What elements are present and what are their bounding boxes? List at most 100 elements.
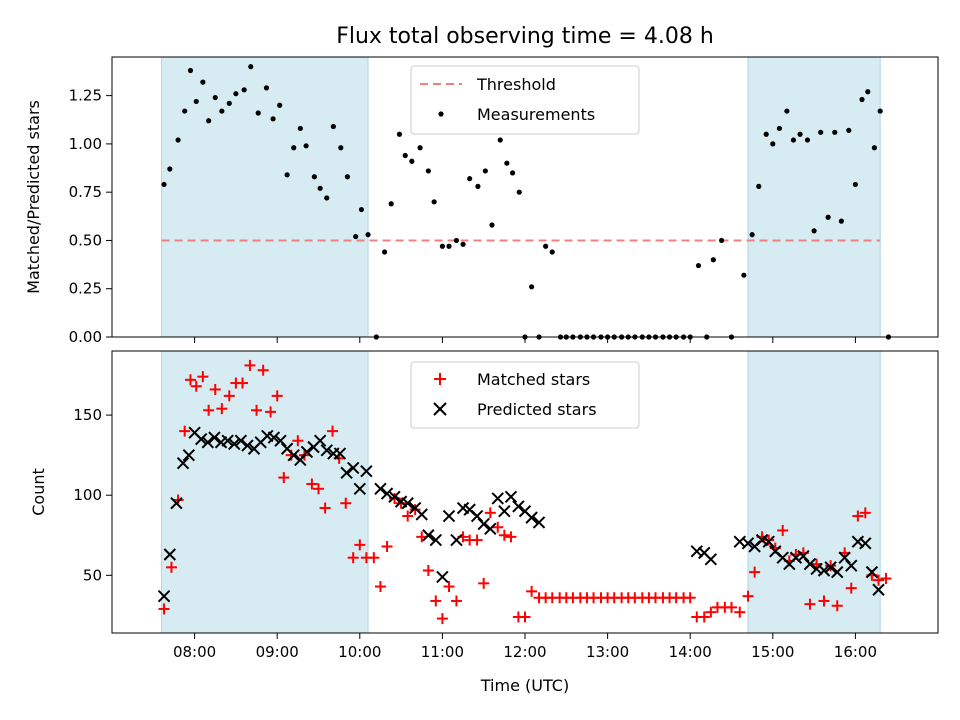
matched-star-point [313, 483, 324, 495]
measurement-point [303, 143, 309, 149]
predicted-star-point [504, 490, 518, 504]
measurement-point [226, 100, 232, 106]
measurement-point [516, 189, 522, 195]
predicted-star-point [300, 445, 314, 459]
predicted-star-point [157, 589, 171, 603]
predicted-star-point [512, 500, 525, 513]
predicted-star-point [346, 461, 360, 475]
measurement-point [460, 241, 466, 247]
measurement-point [756, 183, 762, 189]
shaded-interval-0 [161, 56, 369, 338]
predicted-star-point [704, 553, 718, 566]
legend-measurements-label: Measurements [477, 105, 595, 124]
predicted-star-point [228, 437, 241, 451]
predicted-star-point [388, 490, 401, 504]
measurement-point [797, 131, 803, 137]
predicted-star-point [221, 434, 234, 447]
predicted-star-point [442, 509, 456, 523]
measurement-point [200, 79, 206, 85]
measurement-point [497, 137, 503, 143]
matched-star-point [381, 540, 393, 552]
measurement-point [317, 185, 323, 191]
x-tick-label: 11:00 [421, 643, 464, 661]
matched-star-point [354, 539, 366, 551]
shaded-interval-1 [747, 56, 881, 338]
matched-star-point [698, 611, 710, 623]
shaded-interval-0 [161, 350, 369, 634]
predicted-star-point [484, 522, 497, 536]
measurement-point [749, 232, 755, 238]
top-plot-frame [111, 56, 939, 338]
measurement-point [846, 127, 852, 133]
measurement-point [248, 64, 254, 70]
legend-predicted-label: Predicted stars [477, 400, 597, 419]
matched-star-point [340, 497, 352, 509]
measurement-point [324, 195, 330, 201]
matched-star-point [402, 510, 414, 522]
measurement-point [865, 89, 871, 95]
y-tick-label: 1.00 [69, 135, 102, 153]
matched-star-point [197, 371, 209, 383]
predicted-star-point [353, 482, 367, 496]
matched-star-point [203, 404, 215, 416]
y-tick-label: 0.00 [69, 328, 102, 346]
measurement-point [431, 199, 437, 205]
predicted-star-point [477, 517, 490, 531]
shaded-interval-1 [747, 350, 881, 634]
matched-star-point [684, 592, 696, 604]
x-tick-label: 15:00 [751, 643, 794, 661]
top-axes: 0.00 0.25 0.50 0.75 1.00 1.25 Matched/Predict… [24, 56, 939, 346]
measurement-point [718, 237, 725, 244]
measurement-point [776, 125, 783, 132]
measurement-point [255, 110, 261, 116]
top-shaded-intervals [161, 56, 881, 338]
predicted-star-point [234, 434, 248, 447]
matched-star-point [825, 560, 837, 572]
matched-star-point [749, 566, 761, 578]
x-tick-label: 10:00 [338, 643, 381, 661]
bottom-shaded-intervals [161, 350, 881, 634]
measurement-point [396, 131, 403, 137]
matched-star-point [237, 377, 249, 389]
measurement-point [291, 145, 297, 151]
predicted-star-point [360, 464, 373, 478]
bottom-axes: 50 100 150 08:00 09:00 10:00 11:00 12:00 13:00 1… [29, 350, 939, 695]
measurement-point [330, 123, 336, 130]
legend-predicted-swatch [433, 402, 447, 416]
y-tick-label: 150 [73, 406, 102, 424]
predicted-star-point [163, 548, 177, 561]
matched-star-point [526, 585, 538, 597]
matched-star-point [519, 611, 531, 623]
matched-star-point [831, 600, 843, 612]
measurement-point [818, 129, 824, 135]
x-tick-label: 13:00 [586, 643, 629, 661]
matched-star-point [184, 374, 196, 386]
predicted-star-point [374, 482, 387, 496]
measurement-point [219, 108, 225, 114]
measurement-point [877, 108, 883, 114]
predicted-star-point [208, 431, 221, 444]
y-tick-label: 100 [73, 486, 102, 504]
measurement-point [838, 218, 844, 224]
measurement-point [859, 96, 865, 103]
measurement-point [297, 125, 303, 132]
matched-star-point [223, 390, 235, 402]
measurement-point [381, 249, 388, 255]
matched-star-point [158, 603, 170, 615]
predicted-star-point [176, 456, 190, 470]
top-y-axis-label: Matched/Predicted stars [24, 100, 43, 294]
matched-star-point [190, 380, 202, 392]
measurement-point [270, 116, 276, 122]
predicted-star-point [789, 551, 803, 564]
measurement-point [277, 102, 283, 108]
y-tick-label: 0.50 [69, 231, 102, 249]
measurement-point [529, 284, 535, 290]
matched-star-point [251, 404, 263, 416]
measurement-point [365, 232, 371, 238]
x-tick-label: 09:00 [256, 643, 299, 661]
predicted-star-point [845, 559, 858, 572]
matched-star-point [443, 581, 455, 593]
measurement-point [161, 181, 167, 188]
measurement-point [284, 172, 290, 178]
